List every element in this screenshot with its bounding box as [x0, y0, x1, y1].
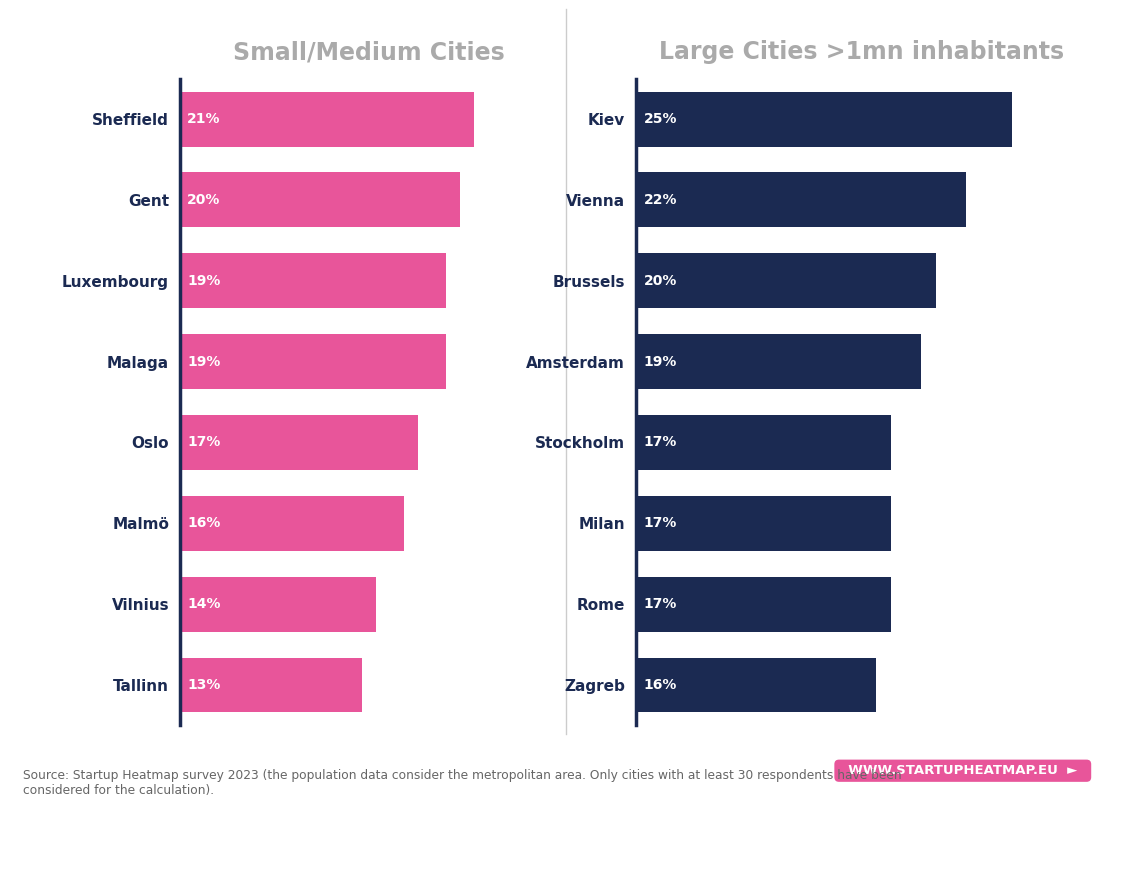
Bar: [180, 577, 376, 632]
Bar: [180, 253, 446, 309]
Bar: [180, 415, 418, 470]
Text: Source: Startup Heatmap survey 2023 (the population data consider the metropolit: Source: Startup Heatmap survey 2023 (the…: [23, 769, 901, 797]
Text: 21%: 21%: [187, 112, 221, 126]
Text: 19%: 19%: [644, 355, 677, 369]
Text: 16%: 16%: [187, 517, 221, 531]
Text: 22%: 22%: [644, 193, 677, 207]
Text: 17%: 17%: [644, 517, 677, 531]
Text: 25%: 25%: [644, 112, 677, 126]
Text: 14%: 14%: [187, 597, 221, 611]
Text: 17%: 17%: [644, 435, 677, 449]
Text: 20%: 20%: [187, 193, 221, 207]
Bar: [636, 415, 892, 470]
Bar: [636, 496, 892, 551]
Bar: [636, 92, 1011, 147]
Text: 19%: 19%: [187, 274, 221, 288]
Bar: [636, 253, 937, 309]
Text: 17%: 17%: [644, 597, 677, 611]
Bar: [636, 657, 876, 712]
Text: 16%: 16%: [644, 678, 677, 692]
Text: 17%: 17%: [187, 435, 221, 449]
Bar: [180, 334, 446, 389]
Bar: [636, 577, 892, 632]
Bar: [636, 334, 921, 389]
Bar: [180, 172, 459, 227]
Bar: [180, 657, 361, 712]
Bar: [636, 172, 966, 227]
Bar: [180, 496, 404, 551]
Text: 13%: 13%: [187, 678, 221, 692]
Text: WWW.STARTUPHEATMAP.EU  ►: WWW.STARTUPHEATMAP.EU ►: [839, 764, 1087, 777]
Text: 20%: 20%: [644, 274, 677, 288]
Text: 19%: 19%: [187, 355, 221, 369]
Title: Small/Medium Cities: Small/Medium Cities: [233, 40, 504, 64]
Bar: [180, 92, 474, 147]
Title: Large Cities >1mn inhabitants: Large Cities >1mn inhabitants: [659, 40, 1064, 64]
